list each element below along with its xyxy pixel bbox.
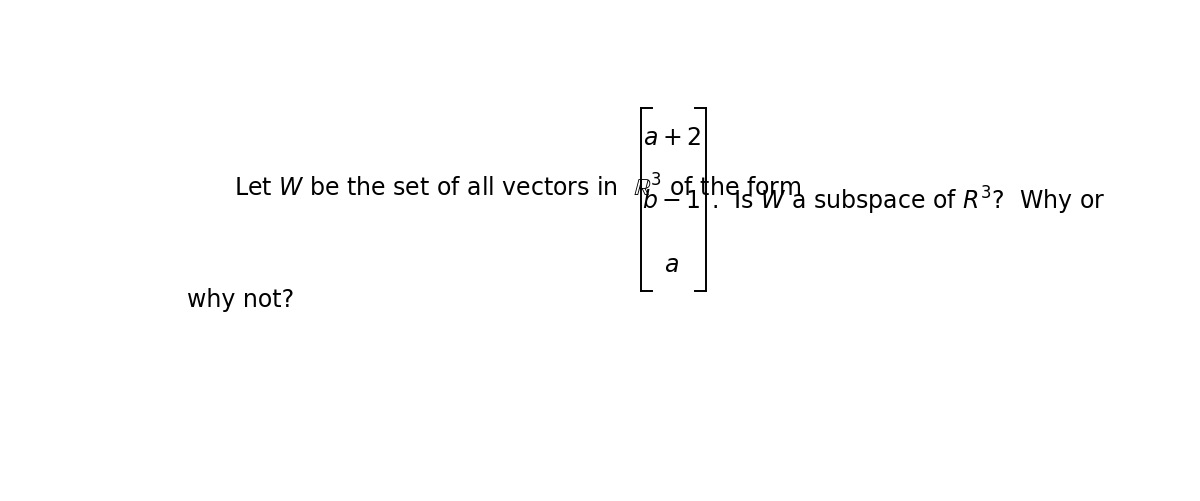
Text: .  Is $W$ a subspace of $R^3$?  Why or: . Is $W$ a subspace of $R^3$? Why or	[710, 185, 1105, 217]
Text: Let $W$ be the set of all vectors in $\ \mathbb{R}^3$ of the form: Let $W$ be the set of all vectors in $\ …	[234, 174, 802, 201]
Text: $a$: $a$	[665, 253, 679, 277]
Text: $b-1$: $b-1$	[642, 189, 701, 213]
Text: $a+2$: $a+2$	[643, 125, 701, 149]
Text: why not?: why not?	[187, 287, 294, 311]
